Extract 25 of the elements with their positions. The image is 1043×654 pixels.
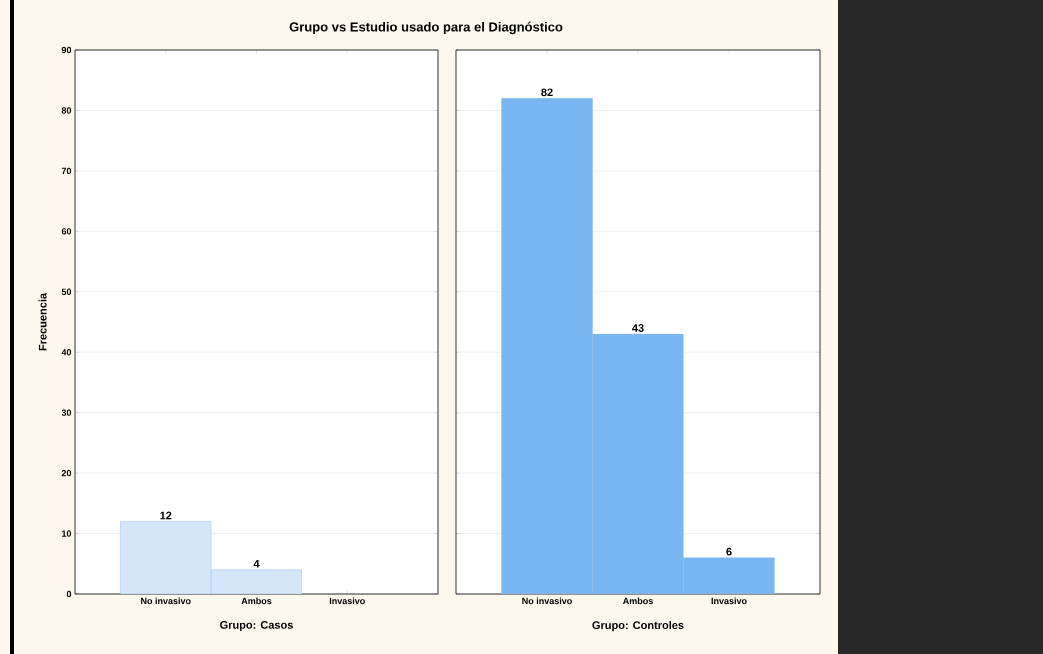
data-label: 12 bbox=[160, 511, 172, 520]
data-label: 43 bbox=[632, 324, 644, 332]
x-axis-title: Grupo: Casos bbox=[220, 621, 293, 631]
y-tick-label: 90 bbox=[61, 46, 72, 54]
y-tick-label: 10 bbox=[62, 530, 72, 537]
x-tick-label: Invasivo bbox=[711, 597, 747, 605]
data-label: 4 bbox=[253, 560, 260, 568]
y-tick-label: 30 bbox=[61, 409, 72, 416]
data-label: 6 bbox=[726, 547, 732, 556]
y-tick-label: 20 bbox=[61, 469, 72, 477]
y-tick-label: 0 bbox=[66, 590, 72, 598]
y-tick-label: 80 bbox=[61, 107, 72, 114]
y-tick-label: 50 bbox=[61, 288, 72, 295]
x-tick-label: Invasivo bbox=[329, 597, 365, 605]
x-tick-label: No invasivo bbox=[141, 597, 191, 605]
x-tick-label: Ambos bbox=[241, 597, 272, 605]
y-tick-label: 60 bbox=[61, 228, 72, 235]
x-axis-title: Grupo: Controles bbox=[592, 621, 684, 632]
y-tick-label: 40 bbox=[61, 349, 72, 356]
x-tick-label: Ambos bbox=[622, 597, 653, 605]
x-tick-label: No invasivo bbox=[522, 597, 572, 605]
data-label: 82 bbox=[541, 88, 553, 97]
y-axis-title: Frecuencia bbox=[38, 292, 47, 351]
chart-title: Grupo vs Estudio usado para el Diagnóstico bbox=[289, 21, 563, 35]
y-tick-label: 70 bbox=[61, 167, 72, 175]
